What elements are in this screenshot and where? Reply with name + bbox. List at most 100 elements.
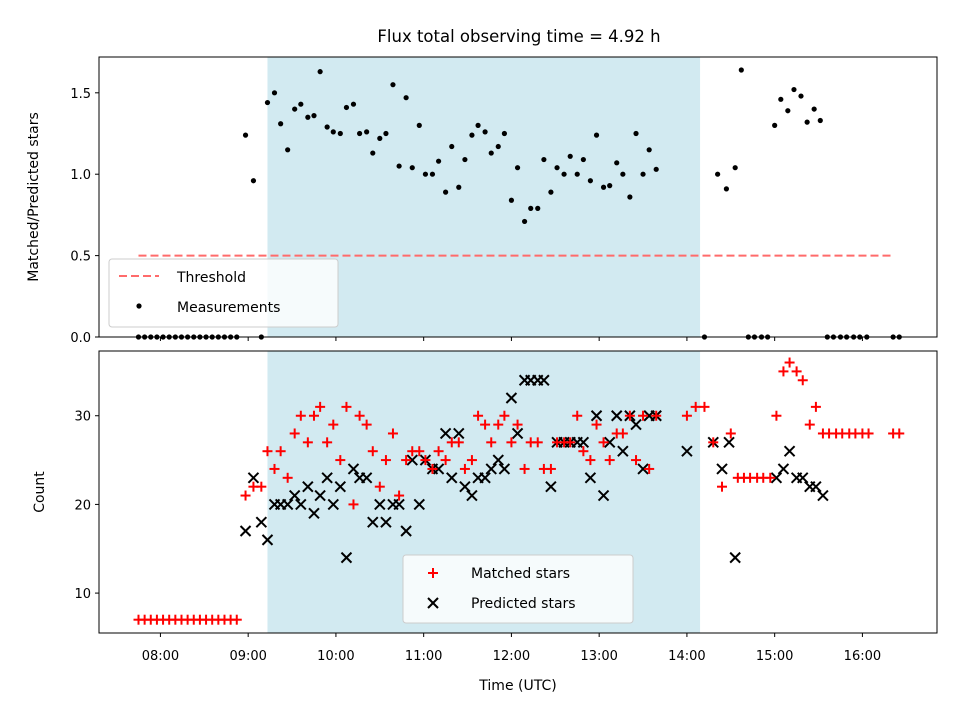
predicted-stars-point [584, 472, 597, 484]
predicted-stars-point [255, 516, 268, 528]
legend-predicted-label: Predicted stars [471, 596, 576, 612]
matched-stars-point [591, 419, 602, 430]
matched-stars-point [863, 428, 874, 439]
matched-stars-point [387, 428, 398, 439]
measurement-point [574, 171, 580, 177]
predicted-stars-point [545, 480, 557, 493]
predicted-stars-point [590, 410, 603, 422]
predicted-stars-point [380, 516, 392, 528]
predicted-stars-point [505, 392, 518, 404]
matched-stars-point [401, 455, 412, 466]
measurement-point [403, 95, 409, 101]
matched-stars-point [315, 401, 326, 412]
measurement-point [343, 104, 350, 111]
measurement-point [250, 178, 257, 184]
predicted-stars-point [374, 498, 386, 511]
top-frame [98, 56, 938, 338]
x-tick-label: 09:00 [229, 649, 266, 664]
matched-stars-point [598, 437, 609, 448]
top-x-ticks [159, 337, 863, 341]
matched-stars-point [341, 401, 352, 412]
predicted-stars-point [314, 489, 326, 502]
x-tick-label: 13:00 [580, 649, 617, 664]
measurement-point [443, 189, 449, 195]
measurement-point [364, 129, 370, 135]
measurement-point [488, 150, 494, 156]
predicted-stars-point [393, 498, 405, 511]
measurement-point [804, 119, 810, 125]
matched-stars-point [784, 357, 795, 368]
measurement-point [305, 114, 311, 120]
matched-stars-point [532, 437, 543, 448]
measurement-point [278, 121, 284, 127]
matched-stars-point [335, 455, 346, 466]
top-y-tick-label: 1.5 [70, 87, 91, 102]
matched-stars-point [262, 446, 273, 457]
predicted-stars-point [340, 551, 353, 564]
legend-measurements-swatch [136, 303, 142, 309]
measurement-point [817, 117, 823, 124]
matched-stars-point [804, 419, 815, 430]
predicted-stars-point [630, 418, 642, 431]
predicted-stars-point [729, 551, 741, 564]
measurement-point [607, 183, 613, 189]
legend-matched-swatch [428, 568, 438, 578]
predicted-stars-point [770, 472, 783, 484]
matched-stars-point [638, 410, 649, 421]
matched-stars-point [275, 446, 286, 457]
matched-stars-point [506, 437, 517, 448]
matched-stars-point [427, 463, 438, 474]
measurement-point [778, 96, 784, 102]
matched-stars-point [717, 481, 728, 492]
measurement-point [798, 93, 804, 99]
matched-stars-point [631, 455, 642, 466]
top-y-label: Matched/Predicted stars [26, 112, 42, 282]
measurement-point [456, 184, 462, 190]
predicted-stars-point [783, 445, 796, 457]
matched-stars-point [624, 410, 635, 421]
measurement-point [317, 69, 323, 75]
legend-matched-label: Matched stars [471, 566, 570, 582]
measurement-point [561, 171, 567, 177]
predicted-stars-point [479, 472, 491, 484]
measurement-point [620, 171, 626, 177]
predicted-stars-point [367, 516, 379, 528]
measurement-point [554, 165, 560, 171]
measurement-point [469, 132, 475, 138]
measurement-point [514, 165, 521, 171]
x-tick-label: 11:00 [405, 649, 442, 664]
matched-stars-point [810, 401, 821, 412]
predicted-stars-point [288, 489, 301, 502]
matched-stars-point [361, 419, 372, 430]
matched-stars-point [708, 437, 719, 448]
measurement-point [501, 130, 507, 137]
predicted-stars-point [281, 498, 294, 511]
measurement-point [482, 129, 488, 135]
matched-stars-point [269, 463, 280, 474]
x-axis-label: Time (UTC) [478, 678, 556, 694]
measurement-point [357, 130, 363, 137]
matched-stars-point [420, 455, 431, 466]
x-tick-label: 10:00 [317, 649, 354, 664]
matched-stars-point [440, 455, 451, 466]
measurement-point [242, 132, 249, 138]
matched-stars-point [486, 437, 497, 448]
matched-stars-point [493, 419, 504, 430]
bottom-series [133, 357, 905, 625]
matched-stars-point [414, 446, 425, 457]
predicted-stars-point [810, 480, 822, 493]
matched-stars-point [797, 375, 808, 386]
measurement-point [462, 156, 468, 163]
predicted-stars-point [577, 436, 590, 449]
measurement-point [587, 178, 593, 184]
predicted-stars-point [681, 445, 693, 457]
matched-stars-point [651, 410, 662, 421]
matched-stars-point [572, 410, 583, 421]
measurement-point [324, 124, 330, 130]
predicted-stars-point [716, 463, 728, 475]
legend-measurements-label: Measurements [177, 300, 280, 316]
measurement-point [435, 158, 442, 164]
predicted-stars-point [723, 436, 735, 449]
predicted-stars-point [413, 498, 425, 511]
